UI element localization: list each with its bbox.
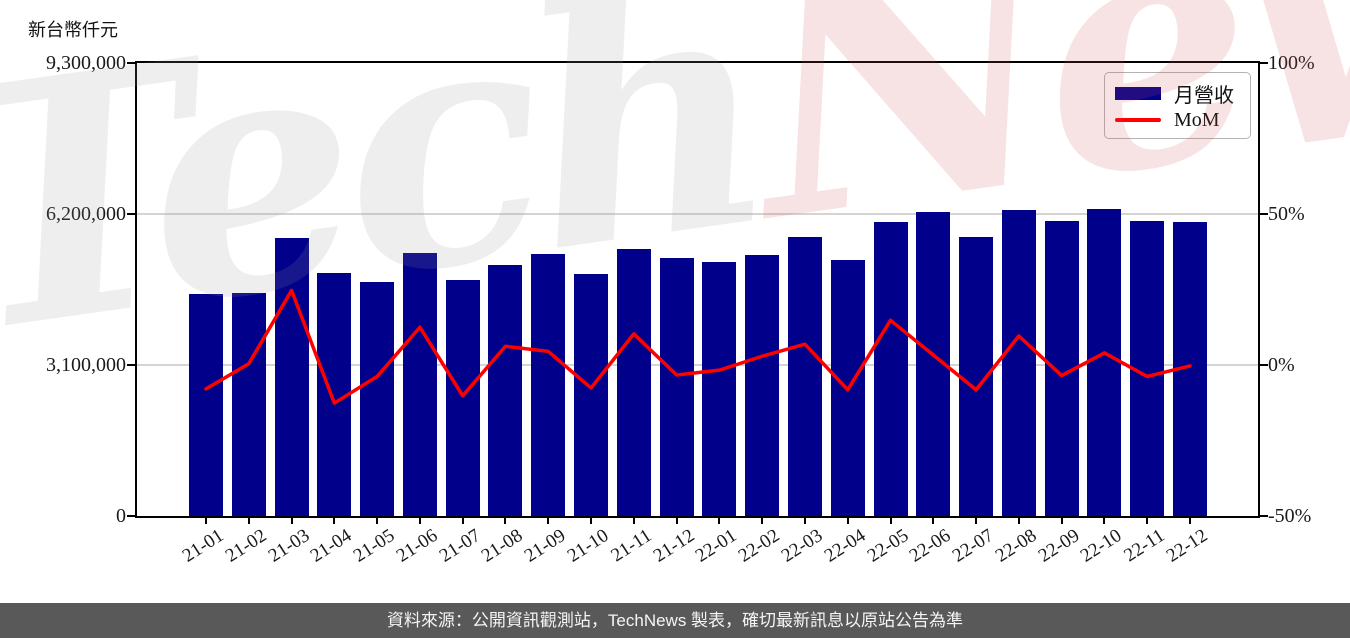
x-tick-label: 21-09 [521,525,570,567]
x-tick-label: 22-03 [777,525,827,567]
left-tick-mark [127,213,135,215]
x-tick-label: 22-06 [906,525,955,567]
right-tick-mark [1260,515,1268,517]
plot-spine-right [1258,61,1260,518]
x-tick-mark [247,518,250,524]
legend-revenue-label: 月營收 [1174,85,1234,108]
x-tick-mark [718,518,721,524]
x-tick-label: 22-08 [991,525,1041,567]
x-tick-mark [1146,518,1149,524]
mom-swatch-icon [1115,118,1161,123]
bar [1087,209,1122,516]
bar [231,292,266,516]
right-tick-label: -50% [1268,505,1312,527]
x-tick-label: 21-02 [221,525,271,567]
bar [360,282,395,516]
x-tick-mark [333,518,336,524]
x-tick-mark [461,518,464,524]
x-tick-mark [1017,518,1020,524]
bar [787,236,822,516]
x-tick-label: 21-05 [349,525,399,567]
source-footer: 資料來源：公開資訊觀測站，TechNews 製表，確切最新訊息以原站公告為準 [0,603,1350,638]
x-tick-label: 22-10 [1077,525,1126,567]
x-tick-mark [376,518,379,524]
right-tick-mark [1260,364,1268,366]
x-tick-label: 22-02 [734,525,784,567]
x-tick-label: 22-12 [1162,525,1212,567]
x-tick-mark [290,518,293,524]
x-tick-label: 21-12 [649,525,699,567]
x-tick-label: 21-08 [478,525,527,567]
gridline [137,364,1258,366]
x-tick-label: 21-07 [435,525,485,567]
x-tick-mark [761,518,764,524]
x-tick-label: 21-03 [264,525,313,567]
x-tick-label: 21-11 [607,525,656,567]
bar [659,257,694,516]
left-tick-mark [127,62,135,64]
left-tick-label: 6,200,000 [46,203,126,225]
x-tick-mark [975,518,978,524]
x-tick-mark [1188,518,1191,524]
bar [402,252,437,516]
gridline [137,213,1258,215]
x-tick-mark [418,518,421,524]
x-tick-label: 22-09 [1034,525,1084,567]
bar [274,237,309,516]
x-tick-mark [504,518,507,524]
revenue-swatch-icon [1115,87,1161,101]
x-tick-mark [205,518,207,524]
plot-spine-top [136,61,1259,63]
x-tick-mark [1103,518,1106,524]
right-tick-label: 0% [1268,354,1295,376]
right-tick-label: 50% [1268,203,1305,225]
x-tick-label: 21-01 [178,525,228,567]
plot-spine-left [135,61,137,518]
x-tick-label: 22-07 [948,525,998,567]
bar [1001,210,1036,516]
bar [445,279,480,516]
left-tick-label: 9,300,000 [46,52,126,74]
x-tick-label: 22-01 [692,525,741,567]
right-tick-mark [1260,62,1268,64]
plot-spine-bottom [136,516,1259,518]
x-tick-label: 21-10 [563,525,613,567]
left-tick-mark [127,364,135,366]
x-tick-label: 21-06 [392,525,442,567]
bar [873,221,908,516]
bar [574,273,609,516]
legend-mom-label: MoM [1174,108,1220,131]
x-tick-mark [803,518,806,524]
left-tick-label: 3,100,000 [46,354,126,376]
bar [745,254,780,516]
bar [702,262,737,516]
x-tick-mark [846,518,849,524]
x-tick-label: 22-04 [820,525,870,567]
bar [488,265,523,516]
x-tick-mark [889,518,892,524]
x-tick-label: 21-04 [307,525,356,567]
x-tick-label: 22-11 [1120,525,1169,567]
x-tick-label: 22-05 [863,525,912,567]
bar [616,249,651,516]
left-tick-label: 0 [116,505,126,527]
x-tick-mark [932,518,935,524]
legend-item-mom: MoM [1115,109,1240,132]
x-tick-mark [590,518,593,524]
x-tick-mark [675,518,678,524]
legend: 月營收 MoM [1104,72,1251,139]
legend-item-revenue: 月營收 [1115,79,1240,108]
right-tick-label: 100% [1268,52,1315,74]
bar [189,293,223,516]
x-tick-mark [632,518,635,524]
left-axis-title: 新台幣仟元 [28,20,118,40]
right-tick-mark [1260,213,1268,215]
x-tick-mark [1060,518,1063,524]
left-tick-mark [127,515,135,517]
mom-line [204,288,1192,405]
bar [531,253,566,516]
x-tick-mark [547,518,550,524]
